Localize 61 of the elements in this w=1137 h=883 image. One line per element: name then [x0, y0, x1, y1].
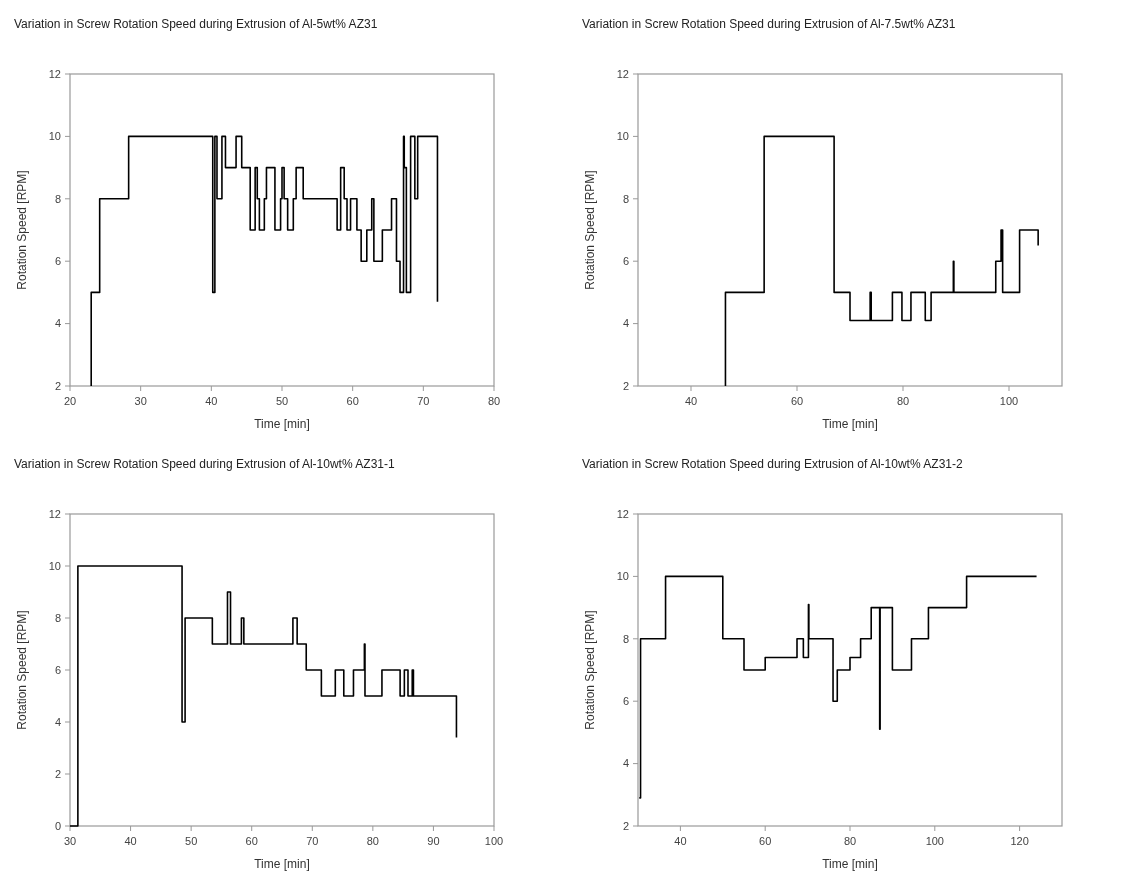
x-tick-label: 20 [63, 395, 77, 407]
y-tick-label: 2 [622, 819, 629, 832]
y-tick-label: 4 [54, 715, 61, 728]
y-tick-label: 10 [48, 559, 61, 572]
x-axis-title: Time [min] [822, 857, 878, 871]
x-tick-label: 60 [245, 835, 258, 847]
x-tick-label: 70 [417, 395, 430, 407]
x-tick-label: 40 [124, 835, 137, 847]
x-tick-label: 40 [684, 395, 698, 407]
x-axis-title: Time [min] [254, 417, 310, 431]
y-tick-label: 0 [54, 819, 61, 832]
x-tick-label: 80 [896, 395, 910, 407]
x-tick-label: 100 [999, 395, 1019, 407]
y-tick-label: 2 [622, 379, 629, 392]
y-axis-title: Rotation Speed [RPM] [15, 610, 29, 730]
y-tick-label: 6 [622, 255, 629, 268]
x-axis-title: Time [min] [822, 417, 878, 431]
y-tick-label: 10 [616, 130, 629, 143]
x-axis-title: Time [min] [254, 857, 310, 871]
y-tick-label: 8 [622, 192, 629, 205]
y-tick-label: 8 [54, 611, 61, 624]
x-tick-label: 40 [674, 835, 687, 847]
y-tick-label: 12 [48, 507, 61, 520]
y-tick-label: 8 [622, 632, 629, 645]
y-tick-label: 6 [54, 255, 61, 268]
x-tick-label: 30 [63, 835, 77, 847]
x-tick-label: 80 [366, 835, 379, 847]
x-tick-label: 60 [759, 835, 772, 847]
y-tick-label: 6 [54, 663, 61, 676]
x-tick-label: 80 [487, 395, 501, 407]
chart-title: Variation in Screw Rotation Speed during Extrusion of Al-10wt% AZ31-1 [14, 457, 395, 471]
y-tick-label: 6 [622, 695, 629, 708]
x-tick-label: 100 [925, 835, 944, 847]
x-tick-label: 40 [205, 395, 218, 407]
y-tick-label: 12 [616, 507, 629, 520]
y-axis-title: Rotation Speed [RPM] [583, 170, 597, 290]
y-tick-label: 8 [54, 192, 61, 205]
y-tick-label: 2 [54, 379, 61, 392]
y-tick-label: 4 [622, 757, 629, 770]
y-tick-label: 12 [616, 67, 629, 80]
y-axis-title: Rotation Speed [RPM] [15, 170, 29, 290]
y-tick-label: 10 [616, 570, 629, 583]
x-tick-label: 90 [427, 835, 440, 847]
y-tick-label: 4 [622, 317, 629, 330]
x-tick-label: 100 [484, 835, 504, 847]
chart-title: Variation in Screw Rotation Speed during Extrusion of Al-7.5wt% AZ31 [582, 17, 956, 31]
x-tick-label: 120 [1010, 835, 1029, 847]
x-tick-label: 60 [346, 395, 359, 407]
y-tick-label: 10 [48, 130, 61, 143]
y-axis-title: Rotation Speed [RPM] [583, 610, 597, 730]
chart-title: Variation in Screw Rotation Speed during Extrusion of Al-5wt% AZ31 [14, 17, 378, 31]
x-tick-label: 50 [185, 835, 198, 847]
y-tick-label: 12 [48, 67, 61, 80]
x-tick-label: 30 [134, 395, 147, 407]
x-tick-label: 80 [843, 835, 857, 847]
x-tick-label: 60 [790, 395, 804, 407]
y-tick-label: 2 [54, 767, 61, 780]
x-tick-label: 50 [275, 395, 289, 407]
chart-title: Variation in Screw Rotation Speed during Extrusion of Al-10wt% AZ31-2 [582, 457, 963, 471]
y-tick-label: 4 [54, 317, 61, 330]
x-tick-label: 70 [306, 835, 319, 847]
